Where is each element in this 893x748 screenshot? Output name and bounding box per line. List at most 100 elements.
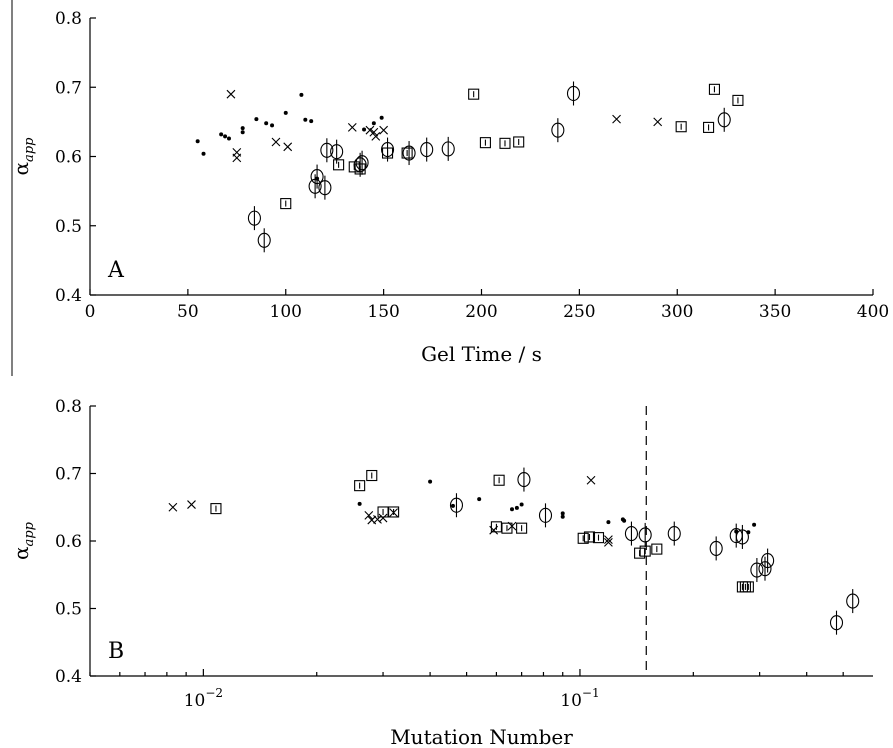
series-dot [357,479,757,535]
data-point-square [513,136,525,148]
data-point-x [168,502,178,512]
data-point-dot [195,139,200,144]
series-circle [449,467,860,635]
y-axis-label-symbol: α [9,546,33,560]
data-point-square [468,88,480,100]
y-tick-label: 0.8 [55,9,82,29]
data-point-dot [309,119,314,124]
data-point-square [401,147,413,159]
x-tick-label: 50 [177,302,199,322]
y-tick-label: 0.5 [55,600,82,620]
data-point-dot [752,522,757,527]
y-axis-label: αapp [9,137,37,176]
data-point-dot [519,502,524,507]
data-point-dot [226,136,231,141]
data-point-square [501,522,513,534]
x-tick-label: 300 [661,302,693,322]
data-point-x [347,123,357,132]
y-tick-label: 0.8 [55,397,82,417]
x-tick-label: 350 [759,302,791,322]
data-point-dot [223,134,228,139]
data-point-dot [299,92,304,97]
data-point-dot [560,511,565,516]
data-point-dot [254,117,259,122]
x-tick-label: 10−1 [560,686,599,711]
data-point-x [371,132,381,141]
data-point-square [479,137,491,149]
y-tick-label: 0.4 [55,286,82,306]
data-point-x [283,142,293,152]
x-tick-label: 250 [563,302,595,322]
data-point-square [516,522,528,534]
data-point-dot [428,479,433,484]
x-tick-base: 10 [560,691,582,711]
data-point-dot [477,497,482,502]
series-square [280,83,744,210]
x-tick-exponent: −2 [205,686,223,700]
data-point-square [366,469,378,482]
data-point-square [583,531,596,543]
data-point-square [708,83,720,95]
x-tick-exponent: −1 [582,686,600,700]
data-point-dot [270,123,275,128]
data-point-square [388,506,400,518]
y-axis-label-subscript: app [22,521,37,546]
data-point-square [333,159,345,171]
data-point-square [499,137,511,149]
x-tick-base: 10 [184,691,206,711]
data-point-square [675,121,687,133]
panel-label: A [107,258,125,283]
data-point-square [634,547,646,559]
data-point-dot [509,507,514,512]
data-point-dot [622,518,627,523]
y-tick-label: 0.7 [55,465,82,485]
data-point-x [653,117,663,127]
y-tick-label: 0.6 [55,532,82,552]
data-point-square [577,532,589,544]
series-circle [247,81,731,253]
data-point-square [280,198,292,210]
y-tick-label: 0.4 [55,667,82,687]
data-point-square [703,121,715,133]
data-point-square [490,521,502,533]
y-tick-label: 0.6 [55,148,82,168]
y-tick-label: 0.7 [55,78,82,98]
data-point-x [612,114,621,124]
data-point-dot [362,127,367,132]
data-point-square [493,474,505,486]
x-axis-label: Gel Time / s [421,342,542,366]
data-point-square [377,506,389,518]
data-point-dot [240,126,245,131]
data-point-square [651,543,663,555]
x-tick-label: 0 [85,302,96,322]
x-axis-label: Mutation Number [390,725,573,748]
data-point-x [271,137,281,147]
data-point-square [592,532,605,544]
data-point-x [187,500,196,509]
data-point-dot [264,121,269,126]
x-tick-label: 400 [857,302,889,322]
data-point-dot [606,520,611,525]
y-axis-label: αapp [9,521,37,560]
data-point-square [354,480,366,492]
data-point-dot [379,115,384,120]
data-point-x [604,537,613,547]
data-point-x [369,127,379,137]
chart-a: 0.4 0.5 0.6 0.7 0.8 0 50 100 150 200 250 300 350 400 G… [9,9,889,366]
data-point-square [732,94,744,106]
data-point-x [586,475,596,485]
data-point-square [742,581,754,593]
x-tick-label: 150 [367,302,399,322]
data-point-dot [219,132,224,137]
x-tick-label: 200 [465,302,497,322]
y-axis-label-symbol: α [9,162,33,176]
data-point-x [364,510,374,520]
data-point-dot [357,501,362,506]
data-point-dot [450,503,455,508]
series-x [226,89,663,163]
y-tick-label: 0.5 [55,217,82,237]
x-tick-label: 10−2 [184,686,223,711]
data-point-x [604,535,613,545]
data-point-dot [514,505,519,510]
data-point-square [210,503,222,515]
